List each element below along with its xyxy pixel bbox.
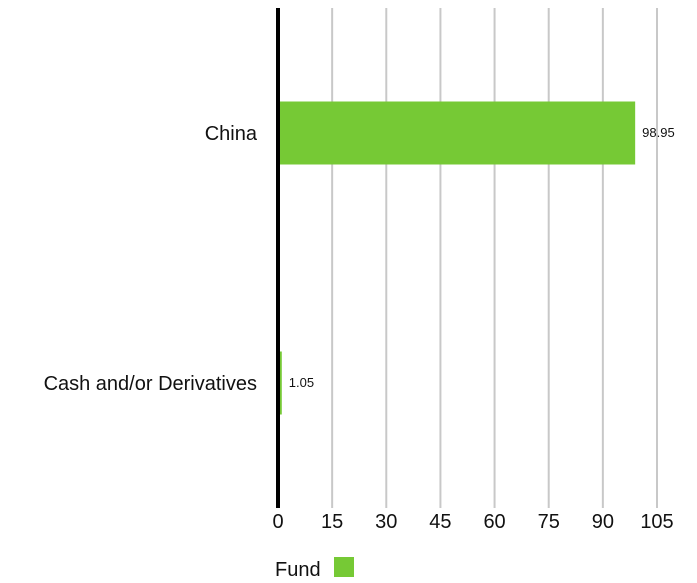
legend-swatch [334,557,354,577]
category-label: China [205,123,258,145]
x-tick-label: 45 [429,511,451,533]
gridlines [331,8,658,508]
legend: Fund [275,557,354,581]
data-label: 98.95 [642,125,675,140]
x-tick-label: 105 [640,511,673,533]
category-label: Cash and/or Derivatives [44,373,257,395]
data-labels: 98.95 1.05 [289,125,675,390]
x-tick-label: 75 [538,511,560,533]
x-tick-label: 60 [483,511,505,533]
x-tick-label: 15 [321,511,343,533]
x-tick-label: 0 [272,511,283,533]
x-tick-label: 30 [375,511,397,533]
x-tick-labels: 0 15 30 45 60 75 90 105 [272,511,673,533]
x-tick-label: 90 [592,511,614,533]
category-labels: China Cash and/or Derivatives [44,123,258,395]
data-label: 1.05 [289,375,314,390]
legend-label: Fund [275,559,321,581]
bar [278,101,636,165]
